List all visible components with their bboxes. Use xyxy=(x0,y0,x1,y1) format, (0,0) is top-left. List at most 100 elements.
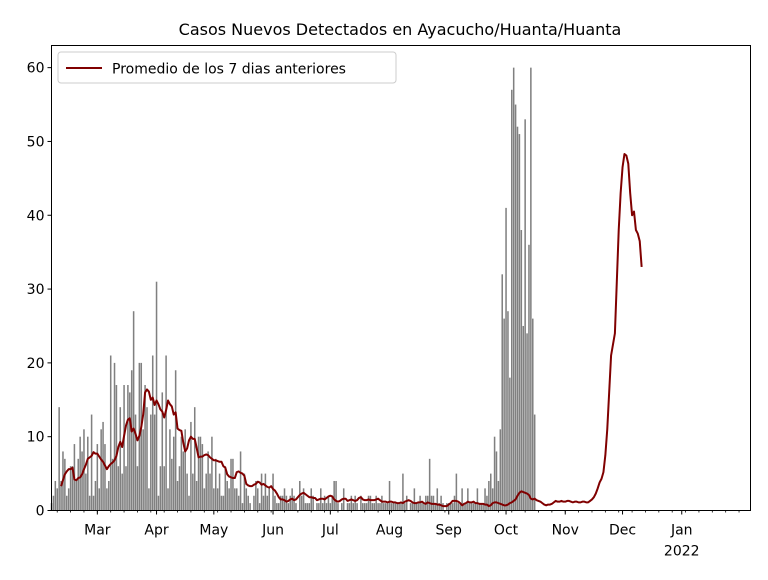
bar xyxy=(405,495,408,511)
bar xyxy=(257,488,259,511)
bar xyxy=(484,488,486,511)
bar xyxy=(312,495,314,511)
bar xyxy=(180,436,183,511)
bar xyxy=(150,414,152,511)
bar xyxy=(176,480,179,511)
bar xyxy=(142,429,144,511)
bar xyxy=(468,503,471,511)
bar xyxy=(159,466,162,511)
bar xyxy=(335,480,337,511)
bar xyxy=(117,466,120,511)
bar xyxy=(264,473,267,511)
bar xyxy=(341,503,343,511)
bar xyxy=(488,480,490,511)
bar xyxy=(178,466,181,511)
bar xyxy=(129,392,131,511)
bar xyxy=(518,134,521,511)
bar xyxy=(417,503,419,511)
bar xyxy=(321,503,324,511)
bar xyxy=(226,480,228,511)
bar xyxy=(371,503,374,511)
bar xyxy=(108,480,110,511)
bar xyxy=(411,503,414,511)
bar xyxy=(71,466,74,511)
bar xyxy=(306,503,309,511)
bar xyxy=(369,495,372,511)
bar xyxy=(235,488,238,511)
bar xyxy=(350,495,353,511)
x-axis: Mar Apr May Jun Jul Aug Sep Oct Nov Dec Jan 2022 xyxy=(56,510,740,560)
bar xyxy=(396,503,398,511)
bar xyxy=(228,488,230,511)
bar xyxy=(155,281,158,511)
y-tick-label: 50 xyxy=(27,134,45,150)
bar xyxy=(400,503,402,511)
bar xyxy=(293,495,295,511)
bar xyxy=(402,473,404,511)
bar xyxy=(85,473,87,511)
bar xyxy=(476,488,479,511)
bar xyxy=(245,488,248,511)
bar xyxy=(239,451,242,511)
bar xyxy=(384,503,387,511)
bar xyxy=(79,436,81,511)
y-tick-label: 40 xyxy=(27,208,45,224)
bar xyxy=(490,473,492,511)
bar xyxy=(266,495,269,511)
bar xyxy=(474,503,477,511)
bar xyxy=(457,503,460,511)
bar xyxy=(449,503,452,511)
bar xyxy=(136,466,139,511)
bar xyxy=(379,503,381,511)
bar xyxy=(125,466,127,511)
bar xyxy=(404,503,406,511)
bar xyxy=(436,488,439,511)
bar xyxy=(530,67,532,511)
bar xyxy=(514,104,517,511)
bar xyxy=(302,488,305,511)
bar xyxy=(325,503,328,511)
bar xyxy=(230,458,232,511)
bar xyxy=(203,488,206,511)
x-tick-year-label: 2022 xyxy=(664,544,700,560)
legend-box xyxy=(57,51,397,84)
bar xyxy=(499,429,502,511)
bar xyxy=(413,488,416,511)
bar xyxy=(434,503,437,511)
bar xyxy=(190,421,192,511)
bar xyxy=(367,495,370,511)
bar xyxy=(253,495,255,511)
bar xyxy=(192,473,194,511)
bar xyxy=(470,503,473,511)
bar xyxy=(486,495,488,511)
bar xyxy=(526,333,528,511)
bar xyxy=(276,503,278,511)
x-tick-label: Jul xyxy=(321,523,339,539)
bar xyxy=(113,362,116,511)
bar xyxy=(528,244,530,511)
bar xyxy=(64,458,66,511)
bar xyxy=(421,503,423,511)
bar xyxy=(119,407,122,511)
y-tick-label: 0 xyxy=(36,504,45,520)
bar xyxy=(67,488,70,511)
bar xyxy=(69,466,72,511)
bar xyxy=(532,318,534,511)
series-line-rolling-average xyxy=(60,153,643,508)
bar xyxy=(423,503,425,511)
bar xyxy=(58,407,60,511)
bar xyxy=(388,480,391,511)
bar xyxy=(495,451,498,511)
bar xyxy=(262,495,265,511)
bar xyxy=(199,436,202,511)
bar xyxy=(193,407,196,511)
bar xyxy=(331,495,334,511)
bar xyxy=(169,429,171,511)
bar xyxy=(310,488,312,511)
bar xyxy=(94,480,97,511)
bar xyxy=(346,503,349,511)
bar xyxy=(507,311,509,511)
bar xyxy=(505,207,507,511)
bar xyxy=(222,495,225,511)
